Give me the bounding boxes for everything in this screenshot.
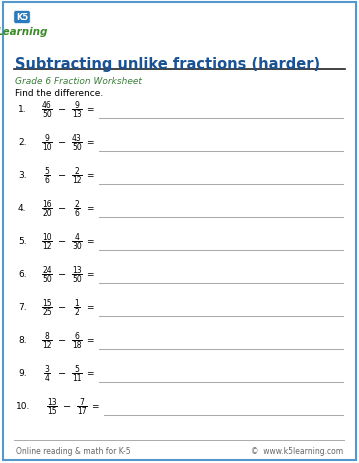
Text: =: = <box>86 204 94 213</box>
Text: Find the difference.: Find the difference. <box>15 88 103 97</box>
Text: 50: 50 <box>42 275 52 283</box>
Text: 46: 46 <box>42 101 52 110</box>
Text: 13: 13 <box>72 110 82 119</box>
Text: 13: 13 <box>47 397 57 406</box>
Text: 8.: 8. <box>18 336 27 345</box>
Text: −: − <box>58 269 66 279</box>
Text: 1.: 1. <box>18 105 27 114</box>
Text: 4: 4 <box>45 373 50 382</box>
Text: 6: 6 <box>75 332 79 340</box>
Text: 9: 9 <box>45 134 50 143</box>
Text: 3: 3 <box>45 364 50 373</box>
Text: −: − <box>58 335 66 345</box>
Text: =: = <box>86 303 94 312</box>
Text: Online reading & math for K-5: Online reading & math for K-5 <box>16 446 131 456</box>
Text: 6: 6 <box>45 175 50 185</box>
Text: 50: 50 <box>42 110 52 119</box>
Text: =: = <box>86 369 94 378</box>
Text: −: − <box>58 237 66 246</box>
Text: 5: 5 <box>45 167 50 175</box>
Text: 12: 12 <box>42 242 52 250</box>
Text: −: − <box>58 105 66 115</box>
Text: 2: 2 <box>75 307 79 316</box>
Text: 9.: 9. <box>18 369 27 378</box>
Text: 24: 24 <box>42 265 52 275</box>
Text: 5: 5 <box>75 364 79 373</box>
Text: 9: 9 <box>75 101 79 110</box>
Text: =: = <box>86 237 94 246</box>
Text: =: = <box>86 336 94 345</box>
Text: 1: 1 <box>75 298 79 307</box>
Text: 7: 7 <box>80 397 84 406</box>
Text: 25: 25 <box>42 307 52 316</box>
Text: 2: 2 <box>75 167 79 175</box>
Text: =: = <box>86 270 94 279</box>
Text: 7.: 7. <box>18 303 27 312</box>
Text: 2.: 2. <box>18 138 27 147</box>
Text: Subtracting unlike fractions (harder): Subtracting unlike fractions (harder) <box>15 56 320 71</box>
Text: 11: 11 <box>72 373 82 382</box>
Text: −: − <box>58 302 66 313</box>
Text: =: = <box>86 105 94 114</box>
Text: 3.: 3. <box>18 171 27 180</box>
Text: 20: 20 <box>42 208 52 218</box>
Text: 12: 12 <box>72 175 82 185</box>
Text: 30: 30 <box>72 242 82 250</box>
Text: =: = <box>91 401 99 411</box>
Text: =: = <box>86 171 94 180</box>
Text: K5: K5 <box>16 13 28 22</box>
Text: 10.: 10. <box>16 401 31 411</box>
Text: Grade 6 Fraction Worksheet: Grade 6 Fraction Worksheet <box>15 77 142 86</box>
Text: 17: 17 <box>77 406 87 415</box>
Text: 4.: 4. <box>18 204 27 213</box>
Text: 10: 10 <box>42 232 52 242</box>
Text: 15: 15 <box>42 298 52 307</box>
Text: −: − <box>58 171 66 181</box>
Text: −: − <box>63 401 71 411</box>
Text: 43: 43 <box>72 134 82 143</box>
Text: 8: 8 <box>45 332 50 340</box>
Text: 16: 16 <box>42 200 52 208</box>
Text: 50: 50 <box>72 275 82 283</box>
Text: 50: 50 <box>72 143 82 152</box>
Text: −: − <box>58 204 66 213</box>
Text: Learning: Learning <box>0 27 48 37</box>
Text: 6.: 6. <box>18 270 27 279</box>
Text: −: − <box>58 138 66 148</box>
Text: 10: 10 <box>42 143 52 152</box>
Text: −: − <box>58 368 66 378</box>
Text: 6: 6 <box>75 208 79 218</box>
Text: 15: 15 <box>47 406 57 415</box>
Text: 13: 13 <box>72 265 82 275</box>
Text: ©  www.k5learning.com: © www.k5learning.com <box>251 446 343 456</box>
Text: 18: 18 <box>72 340 82 349</box>
Text: 5.: 5. <box>18 237 27 246</box>
Text: 12: 12 <box>42 340 52 349</box>
Text: =: = <box>86 138 94 147</box>
Text: 4: 4 <box>75 232 79 242</box>
Text: 2: 2 <box>75 200 79 208</box>
